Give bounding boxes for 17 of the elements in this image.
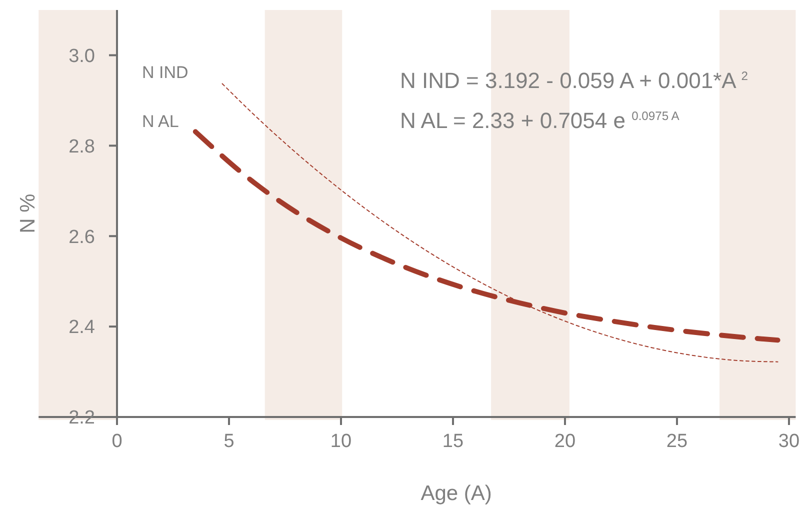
x-tick-label: 25: [666, 431, 688, 452]
x-tick-label: 20: [554, 431, 576, 452]
y-tick-label: 3.0: [68, 46, 95, 67]
x-axis-title: Age (A): [420, 482, 492, 505]
annotation: N IND = 3.192 - 0.059 A + 0.001*A $^{2}$: [400, 68, 748, 93]
y-tick-label: 2.4: [68, 317, 96, 338]
x-tick-label: 10: [330, 431, 352, 452]
y-tick-label: 2.6: [68, 226, 95, 248]
y-axis-title: N %: [16, 194, 40, 234]
text: N IND: [142, 63, 188, 82]
x-tick-label: 15: [442, 431, 464, 452]
x-tick-label: 30: [778, 431, 800, 452]
annotation: N AL = 2.33 + 0.7054 e $^{0.0975 A}$: [400, 108, 680, 133]
series-label: N AL: [142, 112, 179, 131]
y-tick-label: 2.8: [68, 136, 95, 158]
x-tick-label: 0: [112, 431, 122, 452]
x-tick-label: 5: [224, 431, 234, 452]
